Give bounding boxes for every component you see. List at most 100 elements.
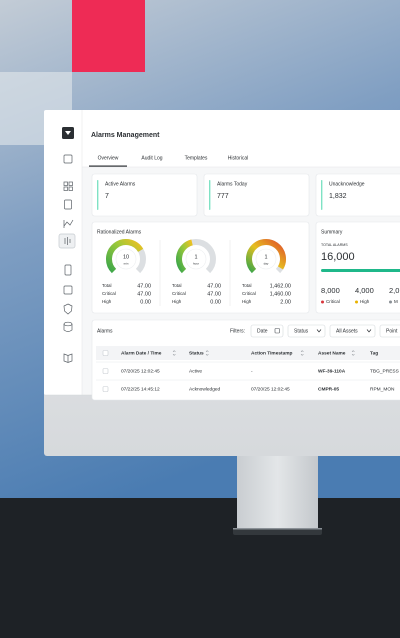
breakdown-label: High [360,299,370,304]
nav-icon[interactable] [63,186,68,191]
tab[interactable]: Historical [228,155,249,161]
stat-value: 1,462.00 [270,283,291,289]
logo-mark [65,131,71,135]
panel-title: Summary [321,229,343,235]
legend-dot [321,300,324,304]
tab[interactable]: Audit Log [141,155,162,161]
table-cell: Acknowledged [189,386,221,392]
nav-icon[interactable] [63,353,73,363]
sort-icon [205,350,209,356]
panel [315,221,400,314]
gauge-fill [106,239,144,274]
table-header [96,346,400,360]
sort-icon [172,350,176,356]
card-value: 777 [217,193,229,200]
stand-base [233,528,322,535]
column-header[interactable]: Tag [370,350,378,356]
summary-bar [321,269,400,272]
breakdown-label: M [394,299,398,304]
stat-label: Total [102,283,112,288]
nav-icon[interactable] [63,285,73,295]
card-label: Active Alarms [105,181,136,187]
filter-label[interactable]: Status [294,329,309,335]
filter-button[interactable] [329,324,376,338]
card-accent [97,180,99,210]
table-cell[interactable]: CMPR-05 [318,386,339,392]
checkbox[interactable] [102,368,109,374]
nav-icon [64,237,71,245]
legend-dot [389,300,392,304]
nav-icon[interactable] [63,154,73,164]
nav-icon[interactable] [68,181,73,186]
gauge-unit: min [124,261,129,265]
stat-label: High [172,299,182,304]
nav-icon[interactable] [63,303,73,315]
gauge-fill [176,239,193,274]
filter-button[interactable] [379,324,400,338]
nav-icon[interactable] [64,264,72,276]
card-value: 1,832 [329,193,347,200]
card-label: Alarms Today [217,181,248,187]
checkbox[interactable] [102,350,109,356]
table-cell: 07/22/25 14:45:12 [121,386,160,392]
filter-label[interactable]: All Assets [336,329,358,335]
column-header[interactable]: Status [189,350,204,356]
gauge-value: 10 [123,254,129,260]
breakdown-value: 2,0 [389,286,399,295]
breakdown-value: 8,000 [321,286,340,295]
filters-label: Filters: [230,328,245,334]
stat-value: 47.00 [137,291,151,297]
filter-button[interactable] [250,324,284,338]
breakdown-label: Critical [326,299,340,304]
panel [203,173,310,217]
sort-icon [300,350,304,356]
table-cell: RPM_MON [370,386,395,392]
nav-icon[interactable] [68,186,73,191]
stat-value: 1,460.00 [270,291,291,297]
column-header[interactable]: Asset Name [318,350,346,356]
stat-value: 47.00 [207,291,221,297]
tab[interactable]: Templates [185,155,208,161]
gauge-value: 1 [194,254,197,260]
stat-label: Total [172,283,182,288]
stat-label: High [102,299,112,304]
stat-value: 0.00 [140,299,151,305]
card-label: Unacknowledge [329,181,365,187]
dashboard: Overview Audit Log Templates Historical Acti… [89,155,400,401]
table-cell: 07/20/25 12:02:45 [121,368,160,374]
filter-label[interactable]: Date [257,329,268,335]
nav-active[interactable] [58,233,76,249]
panel-title: Rationalized Alarms [97,229,142,235]
panel-title: Alarms [97,328,113,334]
stat-label: Critical [242,291,256,296]
table-cell[interactable]: WF-39-110A [318,368,346,374]
summary-label: TOTAL ALARMS [321,243,348,247]
stat-label: Critical [172,291,186,296]
gauge-center [255,248,277,270]
column-header[interactable]: Action Timestamp [251,350,293,356]
accent-square [72,0,145,72]
stat-value: 0.00 [210,299,221,305]
page-title: Alarms Management [91,132,160,139]
stat-value: 2.00 [280,299,291,305]
nav-icon[interactable] [63,181,68,186]
gauge-fill [246,239,286,274]
sort-icon [351,350,355,356]
column-header[interactable]: Alarm Date / Time [121,350,162,356]
gauge-value: 1 [264,254,267,260]
checkbox[interactable] [102,386,109,392]
card-accent [209,180,211,210]
nav-icon[interactable] [63,219,74,228]
table-cell: 07/20/25 12:02:45 [251,386,290,392]
stat-value: 47.00 [137,283,151,289]
stat-label: Critical [102,291,116,296]
stat-label: Total [242,283,252,288]
breakdown-value: 4,000 [355,286,374,295]
nav-icon[interactable] [64,199,72,210]
filter-label[interactable]: Point [386,329,398,335]
table-cell: Active [189,368,202,374]
filter-button[interactable] [287,324,326,338]
sidebar [58,127,76,363]
tab[interactable]: Overview [98,155,119,161]
